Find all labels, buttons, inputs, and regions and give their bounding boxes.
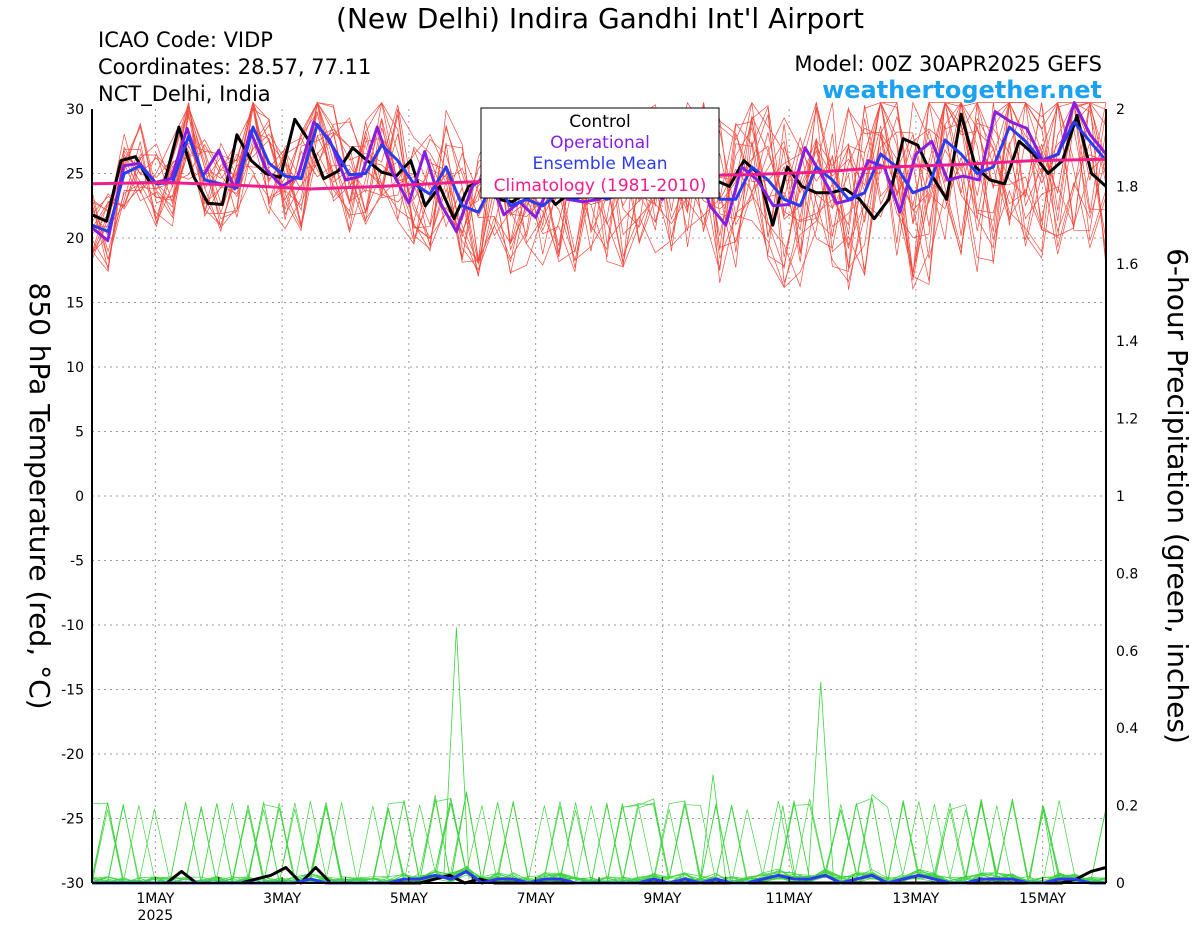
y-tick-label: 15 bbox=[66, 296, 84, 312]
x-tick-label: 5MAY bbox=[390, 891, 428, 907]
x-tick-label: 3MAY bbox=[263, 891, 301, 907]
y2-tick-label: 0 bbox=[1116, 876, 1125, 892]
y2-tick-label: 0.6 bbox=[1116, 644, 1138, 660]
precip-member-line bbox=[91, 794, 1107, 884]
x-tick-label: 13MAY bbox=[892, 891, 939, 907]
precip-member-line bbox=[91, 797, 1107, 884]
x-tick-label: 1MAY bbox=[136, 891, 174, 907]
precip-member-line bbox=[91, 792, 1107, 884]
precip-member-line bbox=[807, 681, 834, 880]
legend-ensemble-mean: Ensemble Mean bbox=[532, 154, 667, 174]
coordinates: Coordinates: 28.57, 77.11 bbox=[98, 55, 372, 79]
ensemble-members bbox=[91, 101, 1107, 884]
y-tick-label: -15 bbox=[61, 683, 84, 699]
x-tick-label: 15MAY bbox=[1019, 891, 1066, 907]
page-title: (New Delhi) Indira Gandhi Int'l Airport bbox=[336, 2, 864, 35]
legend-climatology: Climatology (1981-2010) bbox=[494, 176, 707, 196]
y-tick-label: 10 bbox=[66, 360, 84, 376]
y2-tick-label: 1.2 bbox=[1116, 412, 1138, 428]
precip-member-line bbox=[91, 793, 1107, 884]
y-tick-label: 25 bbox=[66, 167, 84, 183]
y-tick-label: 5 bbox=[75, 425, 84, 441]
model-run: Model: 00Z 30APR2025 GEFS bbox=[794, 52, 1102, 76]
precip-member-line bbox=[700, 774, 727, 880]
precip-member-line bbox=[443, 627, 470, 880]
region-name: NCT_Delhi, India bbox=[98, 82, 271, 106]
y-tick-label: 20 bbox=[66, 231, 84, 247]
site-link[interactable]: weathertogether.net bbox=[822, 76, 1102, 104]
grid-lines bbox=[92, 109, 1106, 883]
y-axis-label: 850 hPa Temperature (red, °C) bbox=[23, 282, 56, 709]
precip-member-line bbox=[1029, 805, 1056, 880]
legend-operational: Operational bbox=[550, 133, 650, 153]
precip-member-line bbox=[91, 791, 1107, 884]
legend: Control Operational Ensemble Mean Climat… bbox=[480, 107, 720, 199]
y2-axis-label: 6-hour Precipitation (green, inches) bbox=[1161, 248, 1194, 744]
x-tick-label: 11MAY bbox=[766, 891, 813, 907]
operational-temp-line bbox=[91, 101, 1108, 243]
x-tick-label: 7MAY bbox=[517, 891, 555, 907]
y2-tick-label: 1 bbox=[1116, 489, 1125, 505]
x-tick-year: 2025 bbox=[138, 908, 174, 924]
axes bbox=[91, 109, 1107, 884]
y2-tick-label: 1.8 bbox=[1116, 179, 1138, 195]
y-tick-label: -5 bbox=[70, 554, 84, 570]
temp-member-line bbox=[91, 101, 1107, 277]
x-tick-label: 9MAY bbox=[643, 891, 681, 907]
y-tick-label: -20 bbox=[61, 747, 84, 763]
y-tick-label: -30 bbox=[61, 876, 84, 892]
temp-member-line bbox=[91, 101, 1107, 272]
y2-tick-label: 1.6 bbox=[1116, 257, 1138, 273]
icao-code: ICAO Code: VIDP bbox=[98, 28, 273, 52]
y2-tick-label: 0.2 bbox=[1116, 799, 1138, 815]
y2-tick-label: 0.8 bbox=[1116, 566, 1138, 582]
precip-member-line bbox=[769, 805, 796, 880]
legend-control: Control bbox=[569, 112, 630, 132]
tick-labels: 302520151050-5-10-15-20-25-3021.81.61.41… bbox=[61, 102, 1138, 924]
y2-tick-label: 0.4 bbox=[1116, 721, 1138, 737]
y2-tick-label: 1.4 bbox=[1116, 334, 1138, 350]
y2-tick-label: 2 bbox=[1116, 102, 1125, 118]
y-tick-label: 0 bbox=[75, 489, 84, 505]
y-tick-label: -25 bbox=[61, 812, 84, 828]
y-tick-label: -10 bbox=[61, 618, 84, 634]
y-tick-label: 30 bbox=[66, 102, 84, 118]
